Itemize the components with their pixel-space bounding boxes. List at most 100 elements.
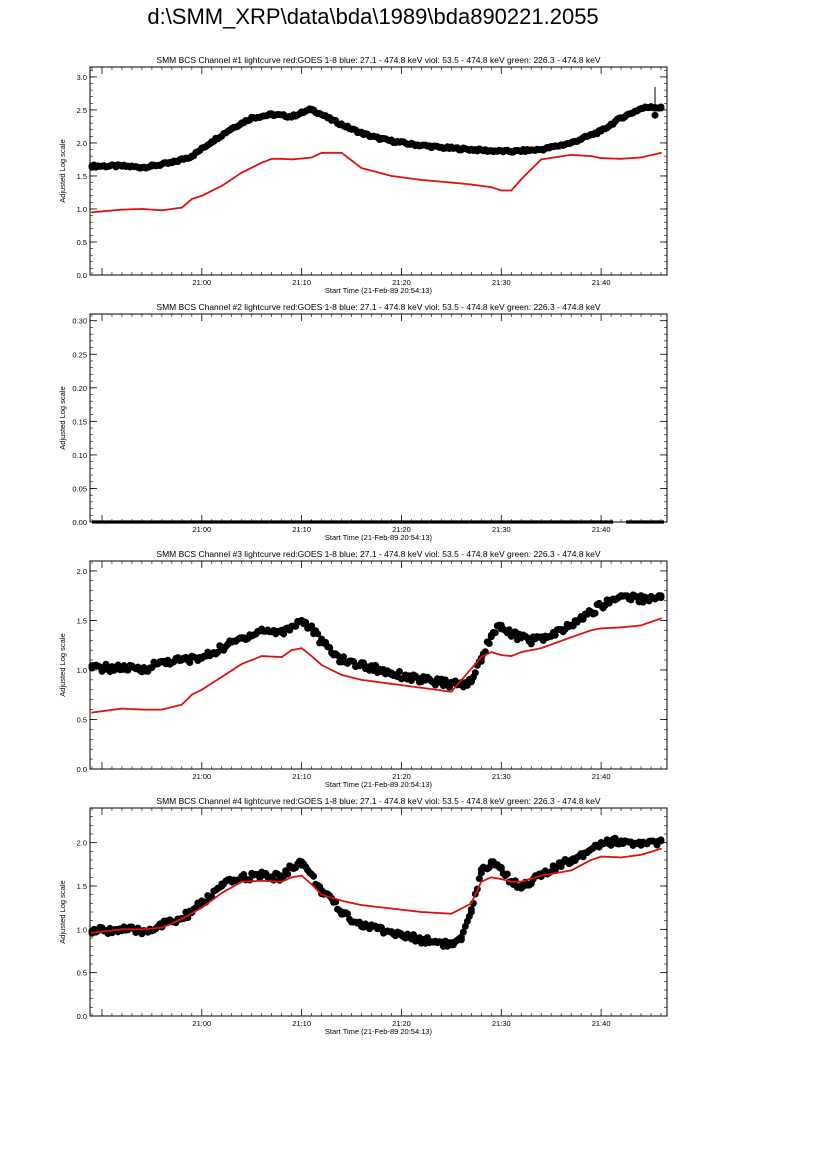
goes-point xyxy=(240,880,243,883)
goes-point xyxy=(160,926,163,929)
bcs-point xyxy=(387,137,395,145)
goes-point xyxy=(420,686,423,689)
bcs-point xyxy=(487,858,495,866)
y-tick-label: 0.05 xyxy=(72,484,87,493)
x-tick-label: 21:20 xyxy=(392,278,411,287)
y-tick-label: 0.00 xyxy=(72,518,87,527)
goes-point xyxy=(590,155,593,158)
goes-point xyxy=(660,847,662,850)
bcs-point xyxy=(308,624,316,632)
goes-point xyxy=(520,651,523,654)
bcs-point xyxy=(278,873,286,881)
bcs-point xyxy=(387,669,395,677)
bcs-point xyxy=(397,931,405,939)
plot-frame xyxy=(89,66,668,276)
y-tick-label: 2.0 xyxy=(77,567,87,576)
goes-point xyxy=(640,156,642,159)
bcs-point xyxy=(298,616,306,624)
bcs-point xyxy=(284,870,292,878)
bcs-point xyxy=(138,666,146,674)
goes-point xyxy=(520,178,523,181)
series-goes xyxy=(91,151,662,214)
x-tick-label: 21:00 xyxy=(192,525,211,534)
bcs-point xyxy=(497,621,505,629)
goes-point xyxy=(200,906,203,909)
goes-point xyxy=(420,911,423,913)
bcs-point xyxy=(507,630,515,638)
y-tick-label: 0.0 xyxy=(77,765,87,774)
goes-point xyxy=(310,156,313,159)
x-tick-label: 21:20 xyxy=(392,772,411,781)
y-axis-label: Adjusted Log scale xyxy=(58,880,67,943)
goes-point xyxy=(200,688,203,691)
goes-point xyxy=(490,651,493,654)
goes-point xyxy=(220,675,223,678)
goes-point xyxy=(540,647,543,650)
bcs-point xyxy=(437,144,445,152)
bcs-point xyxy=(310,872,318,880)
goes-point xyxy=(340,151,343,154)
goes-line xyxy=(91,617,662,714)
bcs-point xyxy=(567,856,575,864)
chart-title: SMM BCS Channel #4 lightcurve red:GOES 1… xyxy=(156,796,600,806)
goes-point xyxy=(470,183,473,186)
y-tick-label: 0.0 xyxy=(77,271,87,280)
goes-point xyxy=(420,179,423,181)
bcs-point xyxy=(651,111,659,119)
x-tick-label: 21:00 xyxy=(192,278,211,287)
goes-point xyxy=(620,626,622,629)
bcs-point xyxy=(198,899,206,907)
goes-point xyxy=(450,181,453,184)
goes-point xyxy=(141,708,143,711)
y-tick-label: 0.0 xyxy=(77,1012,87,1021)
channel-4-panel: SMM BCS Channel #4 lightcurve red:GOES 1… xyxy=(0,791,826,1039)
y-tick-label: 0.5 xyxy=(77,238,87,247)
bcs-point xyxy=(597,602,605,610)
goes-point xyxy=(280,157,283,160)
bcs-point xyxy=(611,834,619,842)
bcs-point xyxy=(218,882,226,890)
goes-point xyxy=(220,184,223,187)
bcs-point xyxy=(258,872,266,880)
bcs-point xyxy=(288,113,296,121)
bcs-point xyxy=(377,925,385,933)
goes-point xyxy=(270,157,273,160)
goes-point xyxy=(190,693,193,696)
goes-point xyxy=(240,171,243,174)
goes-point xyxy=(640,853,642,856)
goes-point xyxy=(280,880,283,883)
y-tick-label: 0.20 xyxy=(72,384,87,393)
bcs-point xyxy=(88,162,96,170)
bcs-point xyxy=(437,679,445,687)
x-axis-label: Start Time (21-Feb-89 20:54:13) xyxy=(325,1027,433,1036)
bcs-point xyxy=(485,640,493,648)
goes-point xyxy=(510,655,513,657)
goes-point xyxy=(500,878,503,880)
y-tick-label: 1.5 xyxy=(77,882,87,891)
bcs-point xyxy=(409,931,417,939)
bcs-point xyxy=(168,159,176,167)
goes-point xyxy=(280,656,283,658)
goes-line xyxy=(91,151,662,214)
bcs-point xyxy=(467,908,475,916)
bcs-point xyxy=(208,138,216,146)
bcs-point xyxy=(298,858,306,866)
bcs-point xyxy=(238,634,246,642)
bcs-point xyxy=(308,105,316,113)
y-tick-label: 2.0 xyxy=(77,139,87,148)
series-goes xyxy=(91,617,662,714)
channel-3-panel: SMM BCS Channel #3 lightcurve red:GOES 1… xyxy=(0,544,826,792)
goes-point xyxy=(160,209,163,212)
bcs-point xyxy=(338,656,346,664)
channel-2-panel: SMM BCS Channel #2 lightcurve red:GOES 1… xyxy=(0,297,826,545)
x-tick-label: 21:40 xyxy=(592,525,611,534)
chart-title: SMM BCS Channel #2 lightcurve red:GOES 1… xyxy=(156,302,600,312)
goes-point xyxy=(320,893,323,896)
goes-point xyxy=(141,928,143,931)
goes-point xyxy=(660,617,662,620)
y-axis-label: Adjusted Log scale xyxy=(58,633,67,696)
bcs-point xyxy=(118,162,126,170)
goes-point xyxy=(570,636,573,639)
channel-3-chart: SMM BCS Channel #3 lightcurve red:GOES 1… xyxy=(58,549,668,789)
x-tick-label: 21:00 xyxy=(192,772,211,781)
